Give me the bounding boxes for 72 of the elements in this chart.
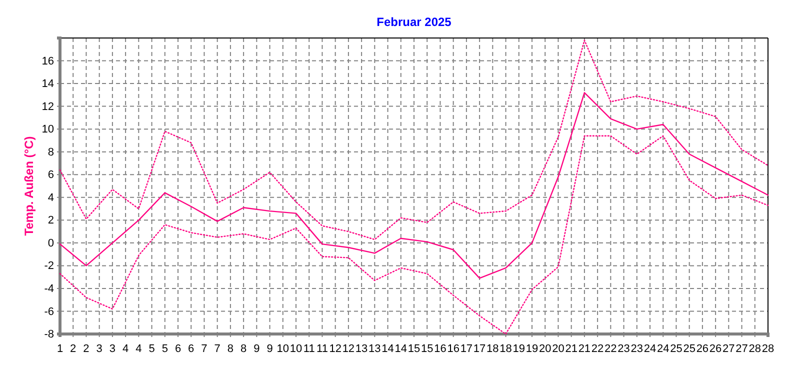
y-tick-label: 8 (48, 146, 54, 158)
x-tick-label: 12 (329, 343, 342, 356)
x-tick-label: 6 (174, 343, 182, 356)
x-tick-label: 16 (434, 343, 446, 356)
y-tick-label: 12 (42, 100, 54, 113)
x-tick-label: 26 (709, 343, 722, 356)
x-tick-label: 28 (748, 343, 762, 356)
x-tick-label: 16 (447, 343, 460, 356)
x-tick-label: 14 (382, 343, 394, 356)
x-tick-label: 18 (486, 343, 499, 356)
x-tick-label: 28 (762, 343, 774, 356)
x-tick-label: 20 (552, 343, 564, 356)
x-tick-label: 11 (316, 343, 328, 356)
x-tick-label: 25 (670, 343, 682, 356)
x-tick-label: 4 (122, 343, 129, 356)
x-tick-label: 22 (604, 343, 617, 356)
y-tick-label: 4 (48, 192, 54, 204)
x-tick-label: 13 (355, 343, 368, 356)
x-tick-label: 2 (70, 343, 76, 356)
line-series (59, 135, 769, 335)
x-tick-label: 7 (201, 343, 208, 356)
x-tick-label: 5 (162, 343, 168, 356)
x-tick-label: 5 (148, 343, 155, 356)
y-tick-label: -6 (44, 306, 54, 318)
y-tick-label: -8 (44, 328, 54, 341)
x-tick-label: 4 (136, 343, 142, 356)
x-tick-label: 8 (227, 343, 234, 356)
y-tick-label: 0 (48, 237, 54, 250)
x-tick-label: 2 (83, 343, 90, 356)
y-tick-label: 16 (42, 55, 54, 68)
y-tick-label: 10 (42, 124, 54, 136)
line-series (59, 92, 769, 279)
y-tick-label: -2 (44, 260, 54, 272)
x-tick-label: 7 (214, 343, 220, 356)
x-tick-label: 15 (420, 343, 434, 356)
x-tick-label: 27 (722, 343, 735, 356)
x-tick-label: 22 (591, 343, 604, 356)
x-tick-label: 19 (526, 343, 538, 356)
x-tick-label: 21 (565, 343, 578, 356)
x-tick-label: 8 (240, 343, 247, 356)
x-tick-label: 17 (460, 343, 473, 356)
y-tick-label: 2 (48, 214, 54, 227)
x-tick-label: 19 (512, 343, 526, 356)
x-tick-label: 10 (276, 343, 290, 356)
x-tick-label: 24 (644, 343, 656, 356)
x-tick-label: 26 (696, 343, 709, 356)
x-tick-label: 14 (394, 343, 408, 356)
y-tick-label: -4 (44, 282, 54, 295)
x-tick-label: 12 (342, 343, 355, 356)
y-axis-title: Temp. Außen (°C) (22, 136, 36, 236)
x-tick-label: 13 (368, 343, 381, 356)
x-tick-label: 10 (290, 343, 302, 356)
x-tick-label: 15 (408, 343, 420, 356)
x-tick-label: 3 (109, 343, 116, 356)
x-tick-label: 9 (266, 343, 273, 356)
x-tick-label: 18 (500, 343, 512, 356)
y-tick-label: 14 (42, 78, 54, 90)
x-tick-label: 11 (303, 343, 315, 356)
x-tick-label: 1 (56, 343, 64, 356)
x-tick-label: 17 (473, 343, 486, 356)
x-tick-label: 9 (254, 343, 260, 356)
x-tick-label: 3 (96, 343, 102, 356)
x-tick-label: 6 (188, 343, 194, 356)
x-tick-label: 23 (630, 343, 644, 356)
x-tick-label: 21 (578, 343, 591, 356)
x-tick-label: 20 (538, 343, 552, 356)
y-tick-label: 6 (48, 169, 54, 182)
chart-title: Februar 2025 (376, 15, 452, 29)
x-tick-label: 23 (618, 343, 630, 356)
x-tick-label: 27 (736, 343, 748, 356)
x-tick-label: 25 (683, 343, 696, 356)
x-tick-label: 24 (656, 343, 670, 356)
